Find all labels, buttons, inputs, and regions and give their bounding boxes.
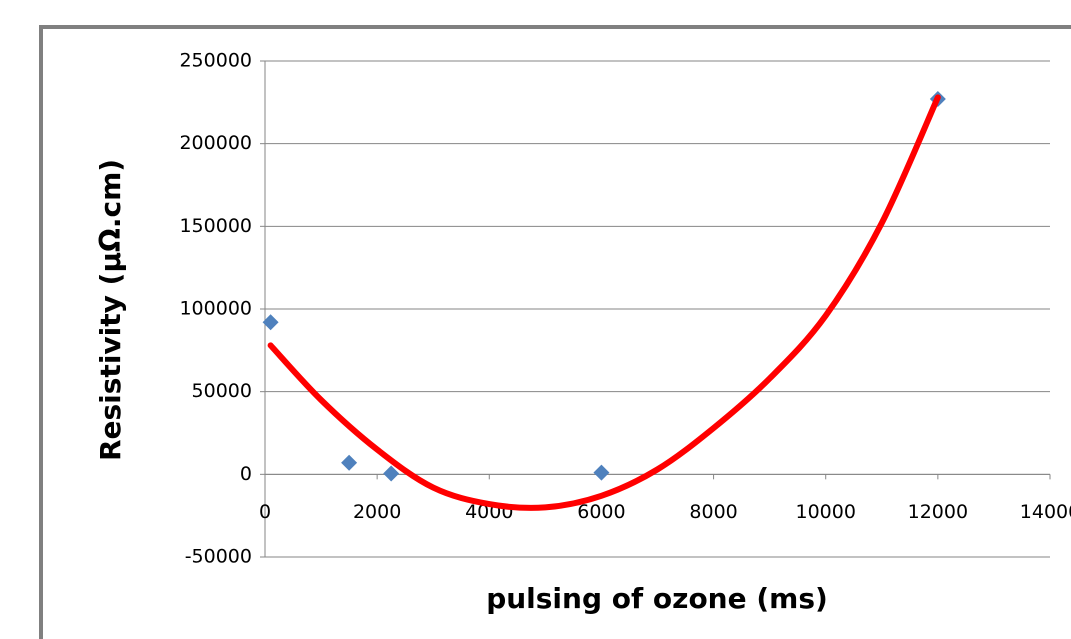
trendline — [267, 94, 941, 511]
data-point — [383, 465, 400, 482]
y-tick-label: -50000 — [185, 546, 252, 568]
y-tick-label: 50000 — [192, 380, 252, 402]
y-tick-label: 0 — [240, 463, 252, 485]
x-tick-label: 2000 — [353, 501, 401, 523]
data-point — [262, 314, 279, 331]
x-tick-label: 10000 — [795, 501, 855, 523]
x-tick-label: 6000 — [577, 501, 625, 523]
x-tick-label: 12000 — [908, 501, 968, 523]
x-axis-title: pulsing of ozone (ms) — [486, 582, 828, 615]
y-tick-label: 150000 — [179, 215, 252, 237]
y-axis-title: Resistivity (µΩ.cm) — [94, 159, 127, 461]
y-tick-label: 250000 — [179, 50, 252, 72]
x-tick-label: 14000 — [1020, 501, 1071, 523]
chart-border — [39, 25, 1071, 639]
x-tick-label: 8000 — [689, 501, 737, 523]
data-point — [593, 464, 610, 481]
y-tick-label: 100000 — [179, 298, 252, 320]
data-point — [341, 454, 358, 471]
y-tick-label: 200000 — [179, 132, 252, 154]
x-tick-label: 0 — [259, 501, 271, 523]
